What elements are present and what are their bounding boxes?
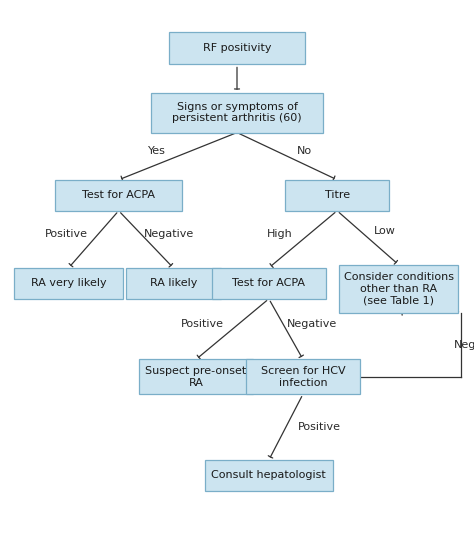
FancyBboxPatch shape bbox=[285, 180, 390, 211]
Text: Positive: Positive bbox=[182, 319, 224, 329]
FancyBboxPatch shape bbox=[14, 268, 123, 299]
Text: Test for ACPA: Test for ACPA bbox=[82, 190, 155, 200]
Text: Signs or symptoms of
persistent arthritis (60): Signs or symptoms of persistent arthriti… bbox=[172, 102, 302, 123]
Text: Consult hepatologist: Consult hepatologist bbox=[211, 470, 326, 480]
FancyBboxPatch shape bbox=[205, 460, 333, 491]
FancyBboxPatch shape bbox=[246, 359, 360, 394]
Text: Negative: Negative bbox=[144, 229, 194, 239]
Text: Test for ACPA: Test for ACPA bbox=[232, 279, 305, 289]
FancyBboxPatch shape bbox=[339, 265, 458, 312]
FancyBboxPatch shape bbox=[212, 268, 326, 299]
Text: RA very likely: RA very likely bbox=[31, 279, 107, 289]
Text: No: No bbox=[297, 146, 312, 156]
Text: Negative: Negative bbox=[287, 319, 337, 329]
Text: Yes: Yes bbox=[148, 146, 166, 156]
Text: RF positivity: RF positivity bbox=[203, 43, 271, 53]
Text: Positive: Positive bbox=[45, 229, 88, 239]
Text: Screen for HCV
infection: Screen for HCV infection bbox=[261, 366, 345, 388]
Text: High: High bbox=[267, 229, 293, 239]
FancyBboxPatch shape bbox=[151, 92, 323, 132]
Text: Consider conditions
other than RA
(see Table 1): Consider conditions other than RA (see T… bbox=[344, 272, 454, 305]
Text: RA likely: RA likely bbox=[150, 279, 197, 289]
Text: Titre: Titre bbox=[325, 190, 350, 200]
FancyBboxPatch shape bbox=[55, 180, 182, 211]
FancyBboxPatch shape bbox=[126, 268, 221, 299]
Text: Suspect pre-onset
RA: Suspect pre-onset RA bbox=[146, 366, 246, 388]
FancyBboxPatch shape bbox=[169, 32, 305, 64]
FancyBboxPatch shape bbox=[139, 359, 253, 394]
Text: Negative: Negative bbox=[454, 340, 474, 350]
Text: Low: Low bbox=[374, 226, 396, 236]
Text: Positive: Positive bbox=[297, 422, 340, 432]
